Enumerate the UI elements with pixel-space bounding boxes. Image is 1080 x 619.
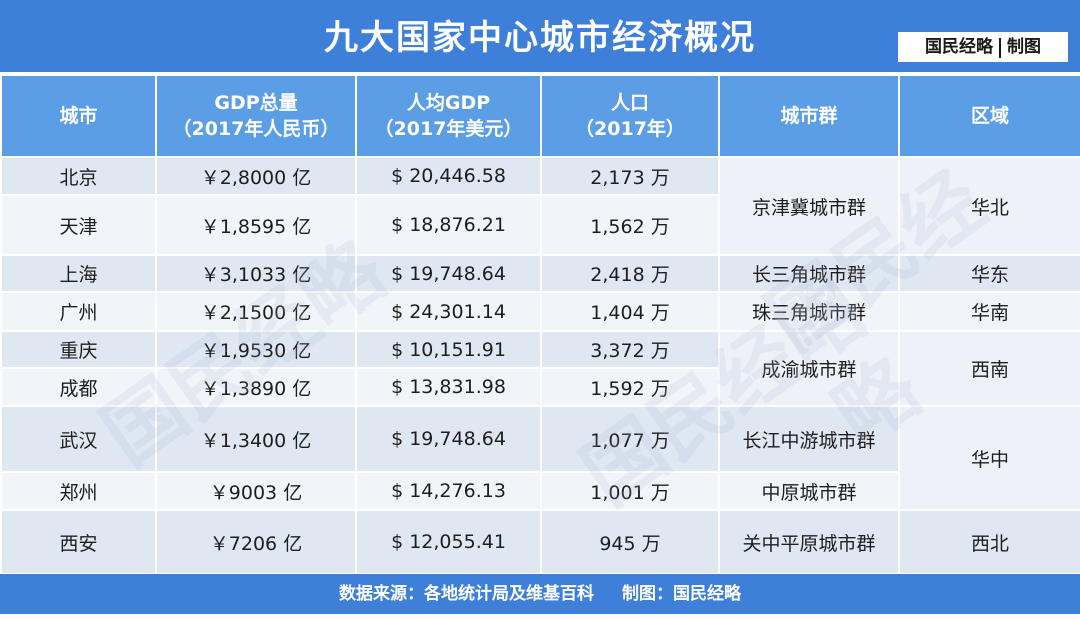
- cell-gdp: ￥1,8595 亿: [155, 194, 357, 256]
- credit-label: 制图: [1007, 37, 1041, 57]
- cell-gdp: ￥2,8000 亿: [155, 156, 357, 196]
- cell-city: 郑州: [0, 471, 157, 511]
- title-bar: 九大国家中心城市经济概况 国民经略 制图: [0, 0, 1080, 72]
- header-population: 人口 （2017年）: [540, 74, 720, 158]
- cell-gdp: ￥3,1033 亿: [155, 254, 357, 293]
- header-cluster: 城市群: [718, 74, 900, 158]
- cell-city: 广州: [0, 291, 157, 332]
- cell-gdp: ￥1,3890 亿: [155, 367, 357, 407]
- cell-per-capita: $ 12,055.41: [355, 509, 542, 575]
- cell-cluster: 成渝城市群: [718, 330, 900, 407]
- table-row: 重庆 ￥1,9530 亿 $ 10,151.91 3,372 万 成渝城市群 西…: [0, 330, 1080, 407]
- cell-per-capita: $ 24,301.14: [355, 291, 542, 332]
- cell-region: 华东: [898, 254, 1080, 293]
- cell-per-capita: $ 14,276.13: [355, 471, 542, 511]
- footer-credit: 制图：国民经略: [622, 584, 741, 604]
- cell-region: 华北: [898, 156, 1080, 256]
- cell-city: 西安: [0, 509, 157, 575]
- cell-gdp: ￥1,3400 亿: [155, 405, 357, 473]
- credit-divider: [999, 37, 1001, 58]
- cell-city: 武汉: [0, 405, 157, 473]
- cell-cluster: 长江中游城市群: [718, 405, 900, 473]
- table-row: 西安 ￥7206 亿 $ 12,055.41 945 万 关中平原城市群 西北: [0, 509, 1080, 575]
- cell-gdp: ￥7206 亿: [155, 509, 357, 575]
- cell-per-capita: $ 18,876.21: [355, 194, 542, 256]
- header-city: 城市: [0, 74, 157, 158]
- header-region: 区域: [898, 74, 1080, 158]
- cell-gdp: ￥9003 亿: [155, 471, 357, 511]
- table-row: 武汉 ￥1,3400 亿 $ 19,748.64 1,077 万 长江中游城市群…: [0, 405, 1080, 511]
- cell-cluster: 长三角城市群: [718, 254, 900, 293]
- cell-city: 北京: [0, 156, 157, 196]
- cell-population: 945 万: [540, 509, 720, 575]
- header-per-capita: 人均GDP （2017年美元）: [355, 74, 542, 158]
- page-title: 九大国家中心城市经济概况: [324, 18, 756, 58]
- cell-per-capita: $ 10,151.91: [355, 330, 542, 369]
- cell-per-capita: $ 19,748.64: [355, 405, 542, 473]
- cell-per-capita: $ 20,446.58: [355, 156, 542, 196]
- economy-table: 城市 GDP总量 （2017年人民币） 人均GDP （2017年美元） 人口 （201…: [0, 74, 1080, 575]
- cell-population: 2,418 万: [540, 254, 720, 293]
- table-row: 天津 ￥1,8595 亿 $ 18,876.21 1,562 万: [0, 194, 1080, 256]
- footer-bar: 数据来源：各地统计局及维基百科 制图：国民经略: [0, 574, 1080, 614]
- cell-city: 成都: [0, 367, 157, 407]
- cell-region: 华中: [898, 405, 1080, 511]
- table-row: 北京 ￥2,8000 亿 $ 20,446.58 2,173 万 京津冀城市群 …: [0, 156, 1080, 256]
- table-row: 广州 ￥2,1500 亿 $ 24,301.14 1,404 万 珠三角城市群 …: [0, 291, 1080, 332]
- cell-region: 华南: [898, 291, 1080, 332]
- cell-city: 重庆: [0, 330, 157, 369]
- table-row: 上海 ￥3,1033 亿 $ 19,748.64 2,418 万 长三角城市群 …: [0, 254, 1080, 293]
- cell-cluster: 关中平原城市群: [718, 509, 900, 575]
- cell-population: 1,077 万: [540, 405, 720, 473]
- table-row: 郑州 ￥9003 亿 $ 14,276.13 1,001 万 中原城市群: [0, 471, 1080, 511]
- cell-region: 西北: [898, 509, 1080, 575]
- cell-population: 1,592 万: [540, 367, 720, 407]
- data-source: 数据来源：各地统计局及维基百科: [339, 584, 594, 604]
- credit-author: 国民经略: [925, 37, 993, 57]
- cell-population: 3,372 万: [540, 330, 720, 369]
- cell-city: 天津: [0, 194, 157, 256]
- cell-gdp: ￥1,9530 亿: [155, 330, 357, 369]
- cell-gdp: ￥2,1500 亿: [155, 291, 357, 332]
- header-gdp: GDP总量 （2017年人民币）: [155, 74, 357, 158]
- cell-population: 1,001 万: [540, 471, 720, 511]
- credit-badge: 国民经略 制图: [898, 32, 1068, 62]
- cell-cluster: 京津冀城市群: [718, 156, 900, 256]
- cell-population: 1,562 万: [540, 194, 720, 256]
- cell-city: 上海: [0, 254, 157, 293]
- cell-per-capita: $ 19,748.64: [355, 254, 542, 293]
- cell-population: 2,173 万: [540, 156, 720, 196]
- cell-cluster: 珠三角城市群: [718, 291, 900, 332]
- cell-region: 西南: [898, 330, 1080, 407]
- cell-cluster: 中原城市群: [718, 471, 900, 511]
- header-row: 城市 GDP总量 （2017年人民币） 人均GDP （2017年美元） 人口 （201…: [0, 74, 1080, 158]
- cell-population: 1,404 万: [540, 291, 720, 332]
- cell-per-capita: $ 13,831.98: [355, 367, 542, 407]
- table-row: 成都 ￥1,3890 亿 $ 13,831.98 1,592 万: [0, 367, 1080, 407]
